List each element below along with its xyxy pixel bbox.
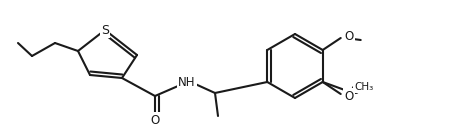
Text: O: O: [344, 90, 353, 103]
Text: S: S: [101, 23, 109, 36]
Text: NH: NH: [178, 76, 196, 90]
Text: O: O: [344, 30, 353, 43]
Text: O: O: [150, 113, 160, 127]
Text: CH₃: CH₃: [354, 82, 374, 92]
Text: O: O: [350, 83, 360, 96]
